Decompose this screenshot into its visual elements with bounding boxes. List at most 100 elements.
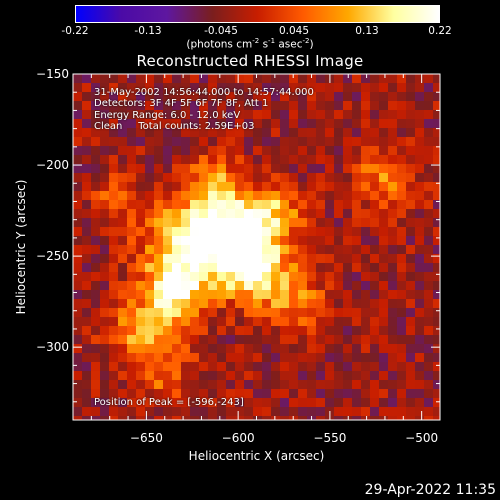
colorbar-tick-label: -0.045 <box>204 25 238 37</box>
heatmap-cell <box>109 209 119 219</box>
heatmap-cell <box>82 263 92 273</box>
heatmap-cell <box>163 227 173 237</box>
heatmap-cell <box>289 155 299 165</box>
heatmap-cell <box>388 362 398 372</box>
heatmap-cell <box>235 119 245 129</box>
heatmap-cell <box>424 299 434 309</box>
heatmap-cell <box>352 299 362 309</box>
heatmap-cell <box>235 416 245 421</box>
heatmap-cell <box>208 416 218 421</box>
heatmap-cell <box>217 245 227 255</box>
heatmap-cell <box>172 209 182 219</box>
heatmap-cell <box>415 389 425 399</box>
heatmap-cell <box>406 137 416 147</box>
heatmap-cell <box>379 254 389 264</box>
heatmap-cell <box>352 128 362 138</box>
heatmap-cell <box>208 389 218 399</box>
heatmap-cell <box>145 281 155 291</box>
heatmap-cell <box>145 146 155 156</box>
heatmap-cell <box>127 173 137 183</box>
heatmap-cell <box>316 164 326 174</box>
heatmap-cell <box>253 227 263 237</box>
heatmap-cell <box>316 371 326 381</box>
heatmap-cell <box>244 155 254 165</box>
heatmap-cell <box>100 407 110 417</box>
heatmap-cell <box>82 317 92 327</box>
heatmap-cell <box>361 353 371 363</box>
heatmap-cell <box>118 137 128 147</box>
y-tick-label: −300 <box>36 340 69 354</box>
heatmap-cell <box>397 209 407 219</box>
heatmap-cell <box>208 146 218 156</box>
heatmap-cell <box>118 353 128 363</box>
heatmap-cell <box>343 74 353 84</box>
colorbar-unit-part: -2 <box>302 37 310 45</box>
heatmap-cell <box>370 335 380 345</box>
heatmap-cell <box>109 245 119 255</box>
heatmap-cell <box>289 83 299 93</box>
heatmap-cell <box>208 380 218 390</box>
heatmap-cell <box>271 218 281 228</box>
heatmap-cell <box>199 335 209 345</box>
heatmap-cell <box>163 74 173 84</box>
heatmap-cell <box>325 137 335 147</box>
heatmap-cell <box>118 407 128 417</box>
heatmap-cell <box>145 362 155 372</box>
heatmap-cell <box>217 308 227 318</box>
heatmap-cell <box>343 263 353 273</box>
heatmap-cell <box>217 272 227 282</box>
heatmap-cell <box>73 398 83 408</box>
heatmap-cell <box>244 326 254 336</box>
heatmap-cell <box>424 335 434 345</box>
heatmap-cell <box>352 389 362 399</box>
heatmap-cell <box>262 281 272 291</box>
heatmap-cell <box>370 101 380 111</box>
heatmap-cell <box>343 335 353 345</box>
heatmap-cell <box>199 362 209 372</box>
heatmap-cell <box>163 137 173 147</box>
heatmap-cell <box>181 236 191 246</box>
heatmap-cell <box>289 227 299 237</box>
heatmap-cell <box>433 335 441 345</box>
heatmap-cell <box>433 245 441 255</box>
heatmap-cell <box>109 155 119 165</box>
heatmap-cell <box>217 353 227 363</box>
heatmap-cell <box>334 200 344 210</box>
heatmap-cell <box>253 164 263 174</box>
heatmap-cell <box>235 101 245 111</box>
heatmap-cell <box>145 263 155 273</box>
heatmap-cell <box>154 236 164 246</box>
heatmap-cell <box>235 155 245 165</box>
heatmap-cell <box>208 254 218 264</box>
heatmap-cell <box>280 128 290 138</box>
heatmap-cell <box>172 389 182 399</box>
heatmap-cell <box>199 110 209 120</box>
heatmap-cell <box>379 245 389 255</box>
heatmap-cell <box>82 218 92 228</box>
heatmap-cell <box>118 74 128 84</box>
heatmap-cell <box>271 263 281 273</box>
heatmap-cell <box>370 155 380 165</box>
heatmap-cell <box>190 272 200 282</box>
heatmap-cell <box>298 110 308 120</box>
heatmap-cell <box>73 281 83 291</box>
timestamp: 29-Apr-2022 11:35 <box>364 482 496 498</box>
heatmap-cell <box>145 254 155 264</box>
heatmap-cell <box>316 317 326 327</box>
heatmap-cell <box>190 317 200 327</box>
heatmap-cell <box>397 155 407 165</box>
heatmap-cell <box>181 119 191 129</box>
heatmap-cell <box>208 173 218 183</box>
heatmap-cell <box>325 290 335 300</box>
heatmap-cell <box>334 182 344 192</box>
heatmap-cell <box>199 164 209 174</box>
heatmap-cell <box>352 200 362 210</box>
heatmap-cell <box>298 317 308 327</box>
heatmap-cell <box>154 371 164 381</box>
heatmap-cell <box>217 173 227 183</box>
heatmap-cell <box>235 389 245 399</box>
heatmap-cell <box>208 164 218 174</box>
info-line: Energy Range: 6.0 - 12.0 keV <box>94 109 241 121</box>
heatmap-cell <box>280 353 290 363</box>
heatmap-cell <box>226 344 236 354</box>
